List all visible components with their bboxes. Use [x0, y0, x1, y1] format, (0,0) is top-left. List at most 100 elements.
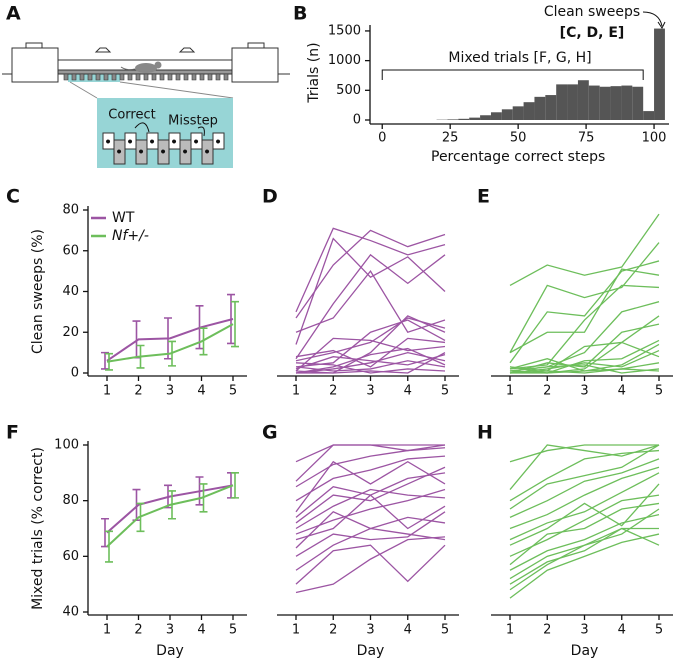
bar — [545, 95, 557, 120]
series-line — [106, 323, 234, 363]
error-bar — [199, 483, 208, 513]
panel-letter: E — [477, 186, 490, 208]
x-tick-label: 1 — [103, 623, 111, 638]
panel-letter: C — [6, 186, 20, 208]
series-line — [106, 484, 234, 534]
series-line — [509, 483, 660, 546]
series-line — [509, 364, 660, 374]
series-line — [295, 488, 446, 530]
panel-letter: D — [262, 186, 278, 208]
series-line — [509, 213, 660, 286]
x-tick-label: 75 — [578, 131, 595, 146]
y-tick-label: 100 — [54, 438, 79, 453]
series-line — [295, 527, 446, 571]
y-tick-label: 0 — [71, 366, 79, 381]
error-bar — [101, 351, 109, 370]
bar — [588, 85, 600, 120]
panel-letter: G — [262, 422, 278, 444]
bar — [654, 28, 665, 120]
x-tick-label: 1 — [103, 384, 111, 399]
panel-letter: B — [293, 3, 307, 25]
rungs — [63, 73, 229, 81]
series-line — [509, 533, 660, 599]
bracket — [381, 69, 644, 80]
x-tick-label: 3 — [366, 623, 374, 638]
bar — [599, 86, 611, 120]
bar — [621, 85, 633, 120]
y-axis-label: Clean sweeps (%) — [30, 229, 46, 354]
bar — [610, 86, 622, 120]
error-bar — [199, 327, 208, 356]
x-tick-label: 2 — [543, 384, 551, 399]
x-tick-label: 5 — [655, 623, 663, 638]
y-tick-label: 80 — [62, 493, 79, 508]
series-line — [509, 268, 660, 354]
bar — [643, 111, 655, 120]
x-tick-label: 4 — [197, 623, 205, 638]
x-tick-label: 5 — [229, 623, 237, 638]
bar — [556, 84, 568, 120]
x-tick-label: 0 — [378, 131, 386, 146]
error-bar — [168, 340, 176, 367]
series-line — [509, 527, 659, 591]
x-tick-label: 4 — [618, 384, 626, 399]
bar — [447, 119, 459, 120]
annotation: Clean sweeps — [544, 4, 640, 20]
bar — [480, 115, 491, 120]
bar — [577, 80, 589, 120]
series-line — [509, 458, 660, 518]
bar — [523, 102, 535, 120]
dots — [106, 139, 220, 154]
annotation: Mixed trials [F, G, H] — [448, 50, 591, 66]
clamps — [94, 47, 196, 53]
x-tick-label: 3 — [166, 384, 174, 399]
series-line — [509, 323, 660, 374]
diagram-label: Correct — [108, 108, 155, 123]
series-line — [295, 447, 446, 488]
y-tick-label: 20 — [62, 325, 79, 340]
x-tick-label: 2 — [543, 623, 551, 638]
bar — [501, 109, 513, 120]
x-tick-label: 4 — [404, 623, 412, 638]
goal-box — [11, 47, 59, 83]
diagram-label: Misstep — [168, 114, 218, 129]
bar — [534, 96, 546, 120]
legend-label: Nf+/- — [112, 228, 149, 244]
error-bar — [195, 476, 204, 506]
error-bar — [105, 530, 113, 563]
step-arrows — [134, 122, 205, 137]
series-line — [509, 444, 660, 510]
x-tick-label: 3 — [366, 384, 374, 399]
panel-letter: A — [6, 3, 21, 25]
series-line — [295, 466, 446, 524]
x-axis-label: Day — [571, 643, 599, 659]
y-tick-label: 1500 — [328, 23, 361, 38]
annotation-arrow — [642, 11, 663, 27]
series-line — [509, 444, 659, 463]
x-tick-label: 50 — [510, 131, 527, 146]
series-line — [295, 347, 446, 374]
x-tick-label: 3 — [580, 623, 588, 638]
legend-label: WT — [112, 210, 135, 226]
error-bar — [136, 344, 145, 369]
series-line — [509, 341, 660, 374]
series-line — [509, 242, 660, 353]
error-bar — [164, 317, 172, 360]
bar — [567, 84, 578, 120]
series-line — [295, 460, 446, 513]
series-line — [295, 229, 446, 319]
error-bar — [168, 490, 176, 520]
series-line — [295, 488, 446, 535]
series-line — [509, 466, 660, 530]
x-tick-label: 100 — [642, 131, 667, 146]
x-axis-label: Day — [156, 643, 184, 659]
series-line — [509, 349, 660, 374]
y-tick-label: 60 — [62, 243, 79, 258]
series-line — [295, 544, 446, 585]
x-tick-label: 5 — [441, 623, 449, 638]
zoom-line — [119, 81, 234, 99]
mouse-head — [154, 61, 162, 69]
bar — [458, 118, 470, 120]
y-axis-label: Mixed trials (% correct) — [30, 447, 46, 610]
